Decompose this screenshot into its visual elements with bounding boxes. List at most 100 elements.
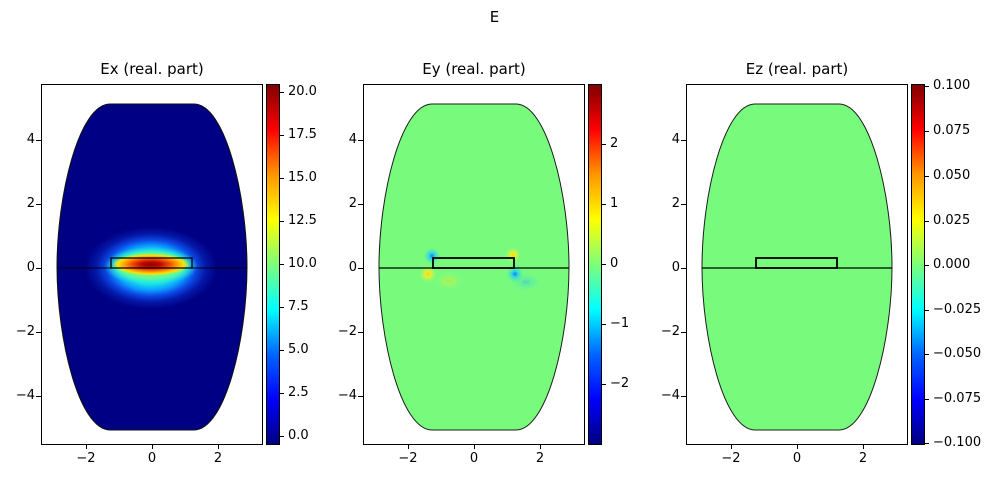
x-tick-mark [863,444,865,449]
colorbar-tick-mark [280,307,284,309]
colorbar-tick-label: −0.050 [933,346,982,361]
x-tick-label: −2 [398,451,418,466]
x-tick-label: 0 [792,451,802,466]
colorbar-tick-label: 0 [610,256,619,271]
x-tick-mark [152,444,154,449]
colorbar-tick-label: 17.5 [288,127,317,142]
axes-ey: 4 2 0 −2 −4 −2 0 2 [338,84,585,466]
panel-ez: Ez (real. part) 4 2 0 −2 −4 −2 0 2 [661,0,989,480]
colorbar-tick-mark [602,144,606,146]
colorbar-tick-label: 15.0 [288,170,317,185]
figure-title: E [489,8,500,26]
domain-outline [378,103,570,431]
colorbar-tick-mark [280,92,284,94]
colorbar-tick-mark [280,135,284,137]
colorbar-tick-label: 2.5 [288,385,309,400]
panel-ey: Ey (real. part) [338,0,668,480]
colorbar-tick-mark [280,350,284,352]
colorbar-tick-mark [602,324,606,326]
colorbar-ez [911,84,925,445]
y-tick-mark [681,204,686,206]
y-tick-mark [681,268,686,270]
colorbar-ticks-ey: 2 1 0 −1 −2 [602,84,664,445]
x-tick-label: −2 [721,451,741,466]
y-tick-mark [358,268,363,270]
colorbar-tick-label: −0.025 [933,302,982,317]
colorbar-tick-label: 0.025 [933,213,971,228]
colorbar-tick-mark [280,178,284,180]
colorbar-tick-label: 20.0 [288,84,317,99]
panel-title-ez: Ez (real. part) [745,60,849,78]
y-tick-mark [36,396,41,398]
y-tick-mark [681,396,686,398]
field-plot-ez [701,103,893,431]
x-tick-label: 0 [147,451,157,466]
x-tick-label: −2 [76,451,96,466]
colorbar-tick-mark [280,436,284,438]
colorbar-tick-label: 0.100 [933,78,971,93]
axes-ez: 4 2 0 −2 −4 −2 0 2 [661,84,908,466]
colorbar-tick-mark [925,86,929,88]
x-tick-label: 2 [535,451,545,466]
colorbar-tick-label: 7.5 [288,299,309,314]
colorbar-tick-label: −1 [610,316,630,331]
panel-title-ex: Ex (real. part) [100,60,204,78]
colorbar-tick-label: 1 [610,196,619,211]
waveguide-rect [755,257,838,269]
y-tick-label: −4 [15,388,35,403]
colorbar-tick-mark [925,131,929,133]
colorbar-tick-mark [280,393,284,395]
x-tick-label: 0 [469,451,479,466]
colorbar-tick-label: −0.075 [933,391,982,406]
colorbar-tick-label: 0.0 [288,428,309,443]
x-tick-mark [540,444,542,449]
colorbar-ticks-ez: 0.100 0.075 0.050 0.025 0.000 −0.025 −0.… [925,78,987,450]
colorbar-tick-label: 12.5 [288,213,317,228]
x-tick-mark [408,444,410,449]
colorbar-tick-mark [925,310,929,312]
colorbar-tick-mark [925,399,929,401]
colorbar-tick-mark [925,443,929,445]
y-tick-label: 2 [348,196,357,211]
colorbar-tick-mark [280,221,284,223]
y-tick-mark [36,204,41,206]
x-tick-mark [86,444,88,449]
colorbar-tick-label: −0.100 [933,435,982,450]
colorbar-tick-label: 5.0 [288,342,309,357]
corner-field-lobes [418,246,544,293]
colorbar-ex [266,84,280,445]
y-tick-label: −2 [337,324,357,339]
field-plot-ex [56,103,248,431]
y-tick-mark [681,332,686,334]
colorbar-ey [588,84,602,445]
colorbar-ticks-ex: 20.0 17.5 15.0 12.5 10.0 7.5 5.0 2.5 0.0 [280,84,342,445]
colorbar-tick-mark [602,384,606,386]
panel-ex: Ex (real. part) [16,0,346,480]
y-tick-mark [358,204,363,206]
x-tick-mark [731,444,733,449]
y-tick-label: −4 [660,388,680,403]
y-tick-label: 0 [26,260,35,275]
y-tick-mark [358,396,363,398]
y-tick-label: 4 [671,132,680,147]
axes-ex: 4 2 0 −2 −4 −2 0 2 [16,84,263,466]
x-tick-label: 2 [858,451,868,466]
colorbar-tick-mark [925,265,929,267]
y-tick-mark [358,332,363,334]
waveguide-rect [432,257,515,269]
y-tick-label: 0 [671,260,680,275]
colorbar-tick-label: 10.0 [288,256,317,271]
y-tick-mark [36,332,41,334]
colorbar-tick-mark [602,204,606,206]
y-tick-label: 2 [26,196,35,211]
x-tick-mark [218,444,220,449]
y-tick-mark [681,140,686,142]
y-tick-mark [358,140,363,142]
x-tick-label: 2 [213,451,223,466]
colorbar-tick-label: 0.000 [933,257,971,272]
y-tick-label: −2 [15,324,35,339]
y-tick-label: −4 [337,388,357,403]
colorbar-tick-label: 2 [610,136,619,151]
waveguide-rect [110,257,193,269]
